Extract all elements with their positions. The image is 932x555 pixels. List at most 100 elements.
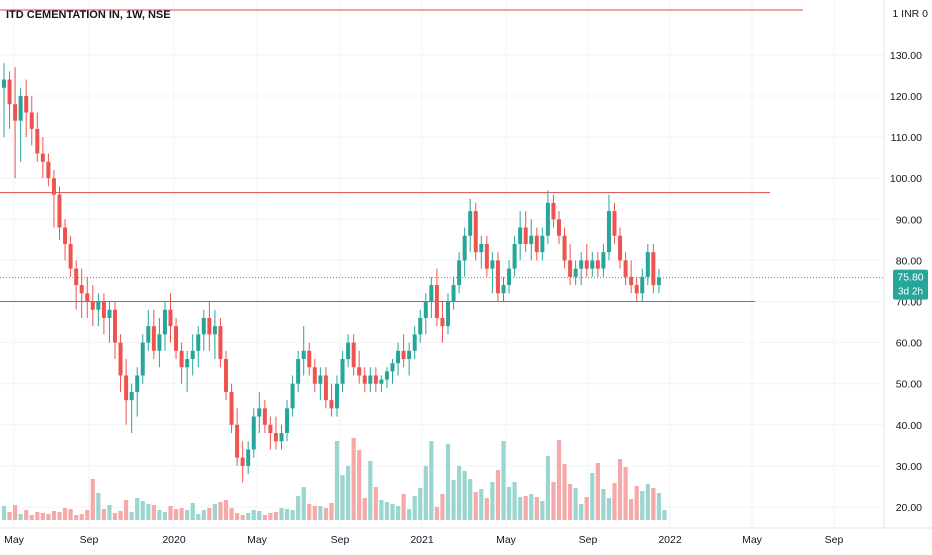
candle-body xyxy=(373,375,378,384)
volume-bar xyxy=(179,508,184,520)
volume-bar xyxy=(418,488,423,520)
candle-body xyxy=(512,243,517,269)
candle-body xyxy=(606,211,611,253)
time-tick-label: May xyxy=(496,534,517,546)
candle-body xyxy=(90,301,95,310)
candle-body xyxy=(368,375,373,384)
candle-body xyxy=(434,285,439,318)
last-price-badge: 75.80 3d 2h xyxy=(893,269,928,300)
candle xyxy=(507,260,512,294)
candle-body xyxy=(634,285,639,294)
time-tick-label: 2020 xyxy=(162,534,186,546)
grid xyxy=(0,0,884,528)
candle xyxy=(190,334,195,376)
candle xyxy=(196,326,201,368)
volume-bar xyxy=(212,504,217,520)
volume-bar xyxy=(301,487,306,520)
volume-bar xyxy=(140,501,145,520)
candle xyxy=(490,252,495,294)
candle-body xyxy=(629,276,634,286)
price-tick-label: 20.00 xyxy=(896,502,922,514)
volume-bar xyxy=(323,508,328,520)
candle xyxy=(462,227,467,277)
volume-bar xyxy=(74,515,79,520)
candle-body xyxy=(162,309,167,335)
candle-body xyxy=(590,260,595,269)
candle xyxy=(351,334,356,376)
price-tick-label: 110.00 xyxy=(891,132,922,144)
volume-bar xyxy=(57,512,62,520)
volume-bar xyxy=(157,510,162,520)
candle xyxy=(74,260,79,310)
time-tick-label: Sep xyxy=(331,534,350,546)
candle xyxy=(579,252,584,286)
volume-bar xyxy=(601,489,606,520)
candle xyxy=(446,293,450,335)
candle-body xyxy=(235,424,240,458)
volume-bar xyxy=(612,483,617,520)
candle-body xyxy=(135,375,140,392)
candle xyxy=(51,169,56,228)
volume-bar xyxy=(501,441,506,520)
candle xyxy=(307,342,312,376)
candle-body xyxy=(484,243,489,269)
candle xyxy=(645,243,650,286)
volume-bar xyxy=(1,506,7,520)
candle xyxy=(235,408,240,466)
time-axis[interactable]: May Sep 2020 May Sep 2021 May Sep 2022 May Sep xyxy=(4,534,843,546)
price-tick-label: 120.00 xyxy=(890,91,922,103)
candle xyxy=(440,301,445,343)
volume-bar xyxy=(223,500,229,520)
candle-body xyxy=(507,268,512,286)
candle-body xyxy=(523,227,528,244)
volume-bar xyxy=(434,507,439,520)
candle-body xyxy=(268,424,273,434)
candle-body xyxy=(451,285,456,302)
candle xyxy=(495,252,500,302)
candle-body xyxy=(623,260,628,277)
volume-bar xyxy=(307,504,312,520)
candle xyxy=(146,309,151,351)
volume-bar xyxy=(79,514,84,520)
candle xyxy=(174,317,179,360)
currency-label[interactable]: 1 INR 0 xyxy=(892,8,928,20)
volume-bar xyxy=(590,473,595,520)
candle xyxy=(651,243,656,294)
candle xyxy=(296,350,301,392)
candle-body xyxy=(174,326,179,351)
price-tick-label: 100.00 xyxy=(890,173,922,185)
candle-body xyxy=(557,219,561,236)
candle-body xyxy=(340,359,345,384)
candle-body xyxy=(262,408,267,425)
volume-bar xyxy=(151,505,156,520)
candle xyxy=(46,153,51,187)
volume-bar xyxy=(451,480,456,520)
candle-body xyxy=(168,309,173,327)
candle xyxy=(623,252,628,286)
candle xyxy=(218,317,223,368)
volume-bar xyxy=(412,496,417,520)
candle xyxy=(96,293,101,327)
candle-body xyxy=(240,457,245,466)
candle-body xyxy=(601,252,606,269)
candle-body xyxy=(40,153,45,162)
price-axis[interactable]: 130.00120.00110.00100.0090.0080.0070.006… xyxy=(890,50,922,514)
volume-bar xyxy=(296,496,301,520)
candle-body xyxy=(279,433,284,442)
time-tick-label: 2021 xyxy=(410,534,434,546)
resistance-levels xyxy=(0,9,803,302)
candle xyxy=(251,408,256,458)
candle xyxy=(407,342,412,376)
volume-bar xyxy=(201,510,206,520)
candle-body xyxy=(656,277,661,286)
price-tick-label: 50.00 xyxy=(896,379,922,391)
candle-body xyxy=(13,104,18,121)
candle-body xyxy=(362,375,367,384)
volume-bar xyxy=(457,466,462,520)
candle xyxy=(529,219,534,261)
candle-body xyxy=(446,301,450,327)
candle xyxy=(2,63,6,138)
candle xyxy=(35,112,40,162)
